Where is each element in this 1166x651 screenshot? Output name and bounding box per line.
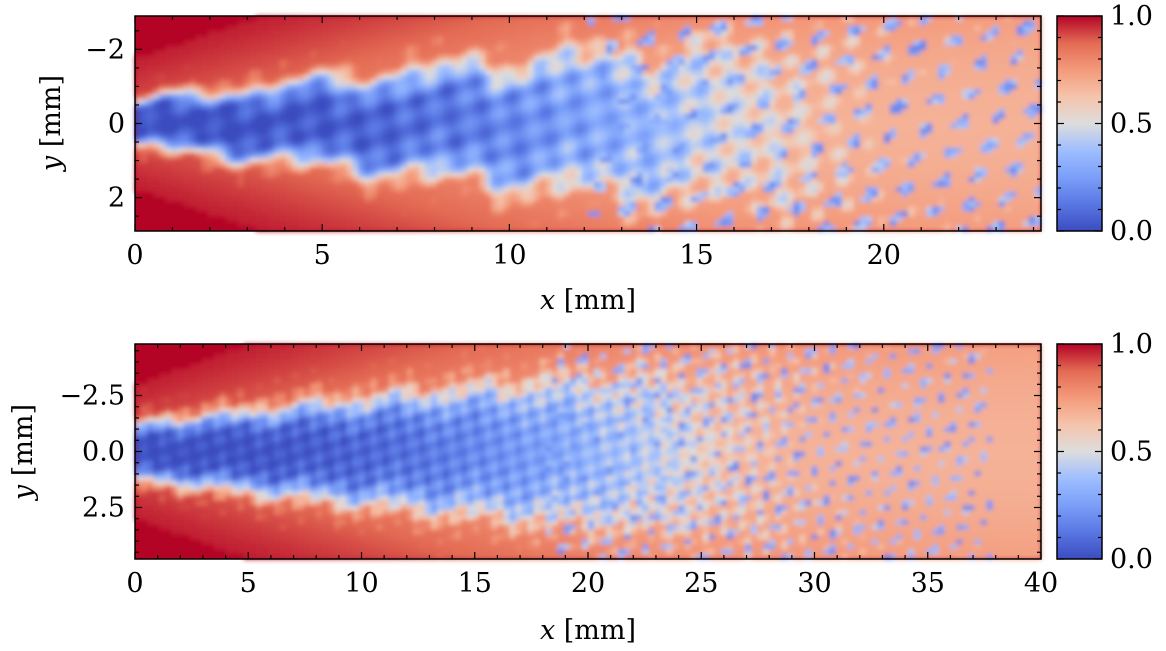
x-tick-label: 15: [458, 568, 492, 599]
colorbar-tick-label: 1.0: [1110, 329, 1153, 360]
y-ticks-1: −2 0 2: [85, 30, 1041, 217]
colorbar-tick-label: 0.5: [1110, 437, 1153, 468]
colorbar-ticks-2: 0.0 0.5 1.0: [1057, 329, 1153, 575]
y-tick-label: −2.5: [59, 381, 125, 412]
y-axis-label-2: y [mm]: [8, 404, 39, 501]
x-tick-label: 0: [126, 240, 143, 271]
colorbar-2: 0.0 0.5 1.0: [1056, 329, 1153, 575]
colorbar-tick-label: 0.5: [1110, 109, 1153, 140]
heatmap-2: [135, 344, 1042, 560]
x-tick-label: 5: [314, 240, 331, 271]
panel-1: 0 5 10 15 20 −202 x [mm] y [mm] 0.00.51.0: [36, 1, 1153, 316]
colorbar-tick-label: 0.0: [1110, 216, 1153, 247]
heatmap-1: [135, 16, 1042, 232]
x-tick-label: 25: [684, 568, 718, 599]
field-1: [135, 16, 1042, 232]
y-tick-label: 2: [108, 183, 125, 214]
x-tick-label: 20: [571, 568, 605, 599]
x-tick-label: 40: [1024, 568, 1058, 599]
x-axis-label-2: x [mm]: [540, 615, 636, 646]
field-2: [135, 344, 1042, 560]
y-tick-label: 2.5: [82, 492, 125, 523]
colorbar-tick-label: 0.0: [1110, 544, 1153, 575]
x-ticks-1: 0 5 10 15 20: [126, 16, 1035, 271]
x-tick-label: 10: [344, 568, 378, 599]
panel-2: 0 5 10 15 20 25 30 35 40 −2.5 0.0 2.5 x [mm] y [mm…: [8, 329, 1153, 646]
x-tick-label: 10: [492, 240, 526, 271]
x-ticks-2: 0 5 10 15 20 25 30 35 40: [126, 344, 1058, 599]
x-tick-label: 30: [797, 568, 831, 599]
colorbar-1: 0.0 0.5 1.0: [1056, 1, 1153, 247]
x-tick-label: 15: [679, 240, 713, 271]
x-tick-label: 5: [240, 568, 257, 599]
y-tick-label: 0.0: [82, 437, 125, 468]
x-tick-label: 35: [911, 568, 945, 599]
x-tick-label: 20: [867, 240, 901, 271]
y-tick-label: 0: [108, 109, 125, 140]
y-tick-label: −2: [85, 34, 125, 65]
x-tick-label: 0: [126, 568, 143, 599]
x-axis-label-1: x [mm]: [540, 285, 636, 316]
colorbar-tick-label: 1.0: [1110, 1, 1153, 32]
colorbar-ticks-1: 0.0 0.5 1.0: [1057, 1, 1153, 247]
y-axis-label-1: y [mm]: [36, 75, 67, 172]
y-ticks-2: −2.5 0.0 2.5: [59, 350, 1041, 553]
